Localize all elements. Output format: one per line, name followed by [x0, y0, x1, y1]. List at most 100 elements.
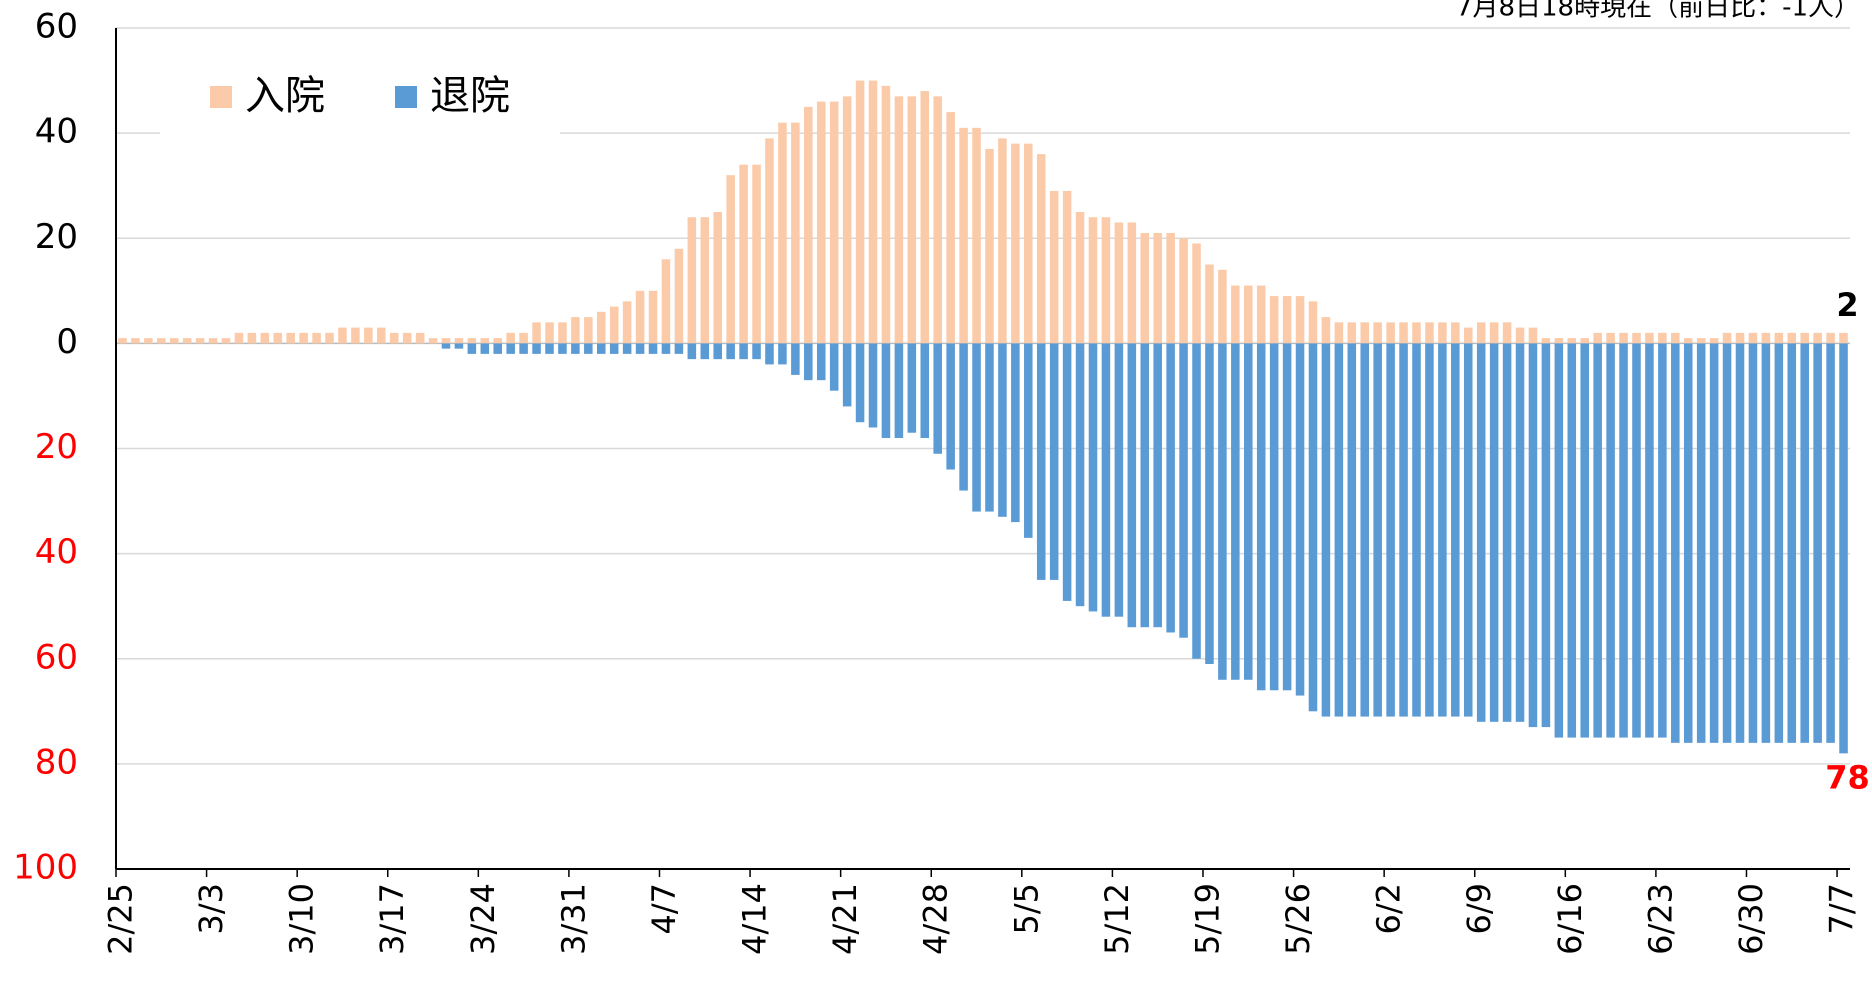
bar — [1748, 343, 1758, 743]
bar — [609, 306, 619, 344]
bar — [1502, 343, 1512, 722]
bar — [920, 91, 930, 344]
x-tick-label: 3/31 — [554, 883, 592, 955]
bar — [1140, 232, 1150, 344]
x-tick-label: 4/14 — [736, 883, 774, 955]
y-tick-label: 40 — [35, 532, 78, 572]
bar — [1075, 343, 1085, 607]
bar — [506, 343, 515, 354]
bar — [415, 332, 425, 344]
bar — [700, 217, 710, 344]
bar — [1761, 332, 1771, 344]
bar — [325, 332, 334, 344]
bar — [752, 343, 761, 360]
bar — [519, 332, 528, 344]
bar — [1658, 343, 1667, 738]
bar — [1399, 322, 1408, 344]
bar — [726, 343, 735, 360]
bar — [1244, 285, 1253, 344]
y-tick-label: 20 — [35, 427, 78, 467]
bar — [972, 127, 981, 344]
bar — [1088, 343, 1098, 612]
bar — [1127, 343, 1137, 628]
bar — [1360, 322, 1370, 344]
legend: 入院 退院 — [160, 58, 560, 138]
y-tick-label: 60 — [35, 7, 78, 47]
bar — [467, 338, 477, 344]
legend-swatch — [395, 86, 417, 108]
bar — [1036, 343, 1046, 580]
bar — [1515, 343, 1525, 722]
bar — [1088, 217, 1098, 344]
bar — [1425, 343, 1434, 717]
bar — [441, 343, 451, 349]
bar — [571, 343, 580, 354]
bar — [1658, 332, 1667, 344]
bar — [635, 343, 645, 354]
legend-label: 退院 — [430, 73, 510, 119]
bar — [182, 338, 192, 344]
bar — [1748, 332, 1758, 344]
bar — [1774, 332, 1784, 344]
bar — [532, 322, 541, 344]
data-label: 2 — [1836, 286, 1858, 324]
bar — [312, 332, 321, 344]
bar — [596, 343, 606, 354]
bar — [765, 343, 774, 365]
bar — [972, 343, 981, 512]
bar — [1386, 343, 1395, 717]
bar — [1502, 322, 1512, 344]
bar — [247, 332, 257, 344]
bar — [1334, 322, 1344, 344]
bar — [1153, 232, 1162, 344]
bar — [1580, 338, 1589, 344]
bar — [816, 343, 826, 381]
bar — [804, 106, 813, 344]
bar — [1709, 338, 1719, 344]
bar — [1619, 343, 1628, 738]
bar — [1709, 343, 1719, 743]
bar — [273, 332, 283, 344]
bar — [506, 332, 515, 344]
bar — [118, 338, 127, 344]
bar — [493, 343, 503, 354]
x-tick-label: 5/5 — [1007, 883, 1045, 935]
bar — [402, 332, 412, 344]
bar — [959, 127, 968, 344]
bar — [894, 343, 904, 438]
bar — [480, 343, 490, 354]
bar — [1735, 332, 1745, 344]
y-tick-label: 100 — [13, 848, 78, 888]
bar — [1554, 338, 1564, 344]
bar — [985, 343, 994, 512]
bar — [687, 217, 697, 344]
bar — [571, 317, 580, 344]
bar — [1269, 343, 1279, 691]
bar — [1282, 343, 1292, 691]
bar — [1696, 338, 1706, 344]
x-tick-label: 2/25 — [101, 883, 139, 955]
bar — [998, 343, 1007, 517]
bar — [260, 332, 270, 344]
bar — [1696, 343, 1706, 743]
bar — [1373, 322, 1382, 344]
bar — [1632, 332, 1641, 344]
bar — [1826, 332, 1835, 344]
bar — [648, 343, 658, 354]
bar — [545, 322, 554, 344]
bar — [1645, 343, 1654, 738]
bar — [829, 101, 839, 344]
bar — [1231, 343, 1240, 680]
bar — [1683, 338, 1693, 344]
bar — [778, 122, 787, 344]
bar — [493, 338, 503, 344]
bar — [351, 327, 360, 344]
bar — [1722, 343, 1732, 743]
bar — [1671, 332, 1680, 344]
x-tick-label: 3/24 — [464, 883, 502, 955]
bar — [765, 138, 774, 344]
bar — [1269, 296, 1279, 344]
bar — [1166, 343, 1175, 633]
bar — [1101, 343, 1111, 617]
x-tick-label: 4/7 — [645, 883, 683, 935]
